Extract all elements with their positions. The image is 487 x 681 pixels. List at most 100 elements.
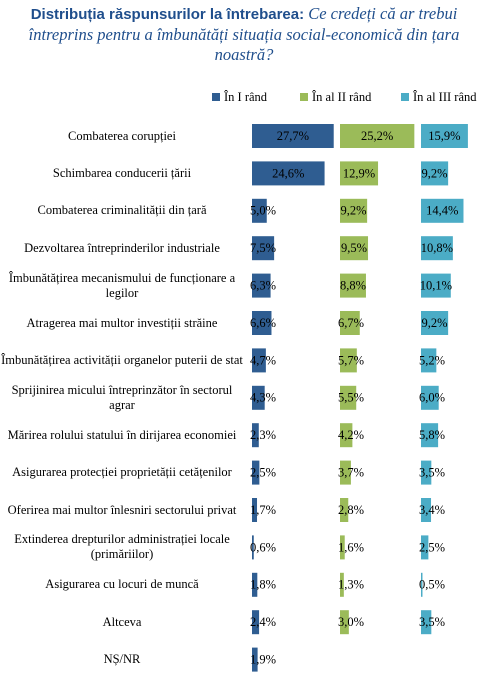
bar — [252, 161, 325, 186]
bar — [340, 423, 353, 448]
bar — [340, 236, 369, 261]
value-label: 2,5% — [419, 540, 445, 554]
bar — [421, 311, 449, 335]
bar — [252, 460, 260, 485]
bar — [340, 348, 357, 373]
value-label: 14,4% — [426, 204, 458, 218]
value-label: 5,2% — [419, 353, 445, 367]
value-label: 9,2% — [422, 316, 448, 330]
bar — [421, 236, 453, 261]
bar — [340, 610, 349, 635]
header: Distribuția răspunsurilor la întrebarea:… — [4, 4, 484, 65]
value-label: 1,6% — [338, 540, 364, 554]
legend-swatch — [401, 93, 409, 101]
bar — [421, 385, 439, 410]
bar — [340, 498, 349, 522]
legend-label: În al III rând — [413, 90, 477, 104]
bar — [421, 198, 464, 223]
value-label: 3,7% — [338, 465, 364, 479]
value-label: 3,5% — [419, 465, 445, 479]
category-label: Oferirea mai multor înlesniri sectorului… — [7, 502, 237, 517]
value-label: 2,8% — [338, 503, 364, 517]
bar — [340, 535, 345, 560]
value-label: 1,8% — [250, 578, 276, 592]
legend-swatch — [300, 93, 308, 101]
bar — [252, 572, 258, 597]
value-label: 5,5% — [338, 391, 364, 405]
value-label: 2,3% — [250, 428, 276, 442]
value-label: 12,9% — [343, 166, 375, 180]
bar — [252, 385, 265, 410]
bar — [252, 423, 259, 448]
value-label: 5,0% — [250, 204, 276, 218]
value-label: 2,5% — [250, 465, 276, 479]
category-label: Mărirea rolului statului în dirijarea ec… — [7, 427, 237, 442]
bar — [421, 498, 432, 522]
bar — [421, 572, 423, 597]
bar — [421, 460, 432, 485]
category-label: Dezvoltarea întreprinderilor industriale — [24, 240, 220, 255]
bar — [421, 610, 432, 635]
value-label: 8,8% — [340, 278, 366, 292]
value-label: 9,5% — [341, 241, 367, 255]
category-label: Asigurarea cu locuri de muncă — [45, 577, 199, 592]
value-label: 5,7% — [338, 353, 364, 367]
value-label: 9,2% — [422, 166, 448, 180]
value-label: 10,1% — [420, 278, 452, 292]
value-label: 6,3% — [250, 278, 276, 292]
bar — [252, 273, 271, 298]
value-label: 6,6% — [250, 316, 276, 330]
category-label: Extinderea drepturilor administrației lo… — [14, 532, 230, 562]
value-label: 24,6% — [272, 166, 304, 180]
value-label: 3,0% — [338, 615, 364, 629]
bar — [421, 161, 449, 186]
bar — [340, 124, 415, 148]
bar — [340, 198, 368, 223]
bar — [252, 535, 254, 560]
value-label: 15,9% — [428, 129, 460, 143]
value-label: 6,0% — [419, 391, 445, 405]
bar — [340, 161, 379, 186]
value-label: 2,4% — [250, 615, 276, 629]
category-label: Asigurarea protecției proprietății cetăț… — [12, 465, 232, 480]
value-label: 3,4% — [419, 503, 445, 517]
value-label: 0,6% — [250, 540, 276, 554]
value-label: 9,2% — [341, 204, 367, 218]
bar — [252, 610, 260, 635]
category-label: Sprijinirea micului întreprinzător în se… — [11, 382, 233, 412]
category-label: Îmbunătățirea activității organelor pute… — [1, 352, 243, 367]
value-label: 3,5% — [419, 615, 445, 629]
value-label: 5,8% — [419, 428, 445, 442]
value-label: 6,7% — [338, 316, 364, 330]
value-label: 25,2% — [361, 129, 393, 143]
bar — [340, 572, 344, 597]
value-label: 1,7% — [250, 503, 276, 517]
bar — [252, 311, 272, 335]
bar — [252, 348, 266, 373]
category-label: Atragerea mai multor investiții străine — [26, 315, 218, 330]
bar — [421, 348, 437, 373]
bar — [252, 198, 267, 223]
bar — [252, 498, 258, 522]
value-label: 10,8% — [421, 241, 453, 255]
value-label: 4,3% — [250, 391, 276, 405]
category-label: Îmbunătățirea mecanismului de funcționar… — [8, 270, 236, 300]
value-label: 4,7% — [250, 353, 276, 367]
value-label: 27,7% — [277, 129, 309, 143]
bar — [340, 273, 366, 298]
bar — [421, 124, 468, 148]
category-label: Schimbarea conducerii țării — [52, 165, 192, 180]
value-label: 1,3% — [338, 578, 364, 592]
legend-label: În al II rând — [312, 90, 372, 104]
category-label: Altceva — [102, 614, 142, 629]
chart-subtitle: Ce credeți că ar trebui întreprins pentr… — [28, 4, 460, 64]
value-label: 4,2% — [338, 428, 364, 442]
bar — [421, 535, 429, 560]
bar — [340, 385, 357, 410]
bar — [252, 647, 258, 672]
bar — [340, 311, 360, 335]
legend-label: În I rând — [224, 90, 268, 104]
category-label: NȘ/NR — [103, 652, 141, 667]
